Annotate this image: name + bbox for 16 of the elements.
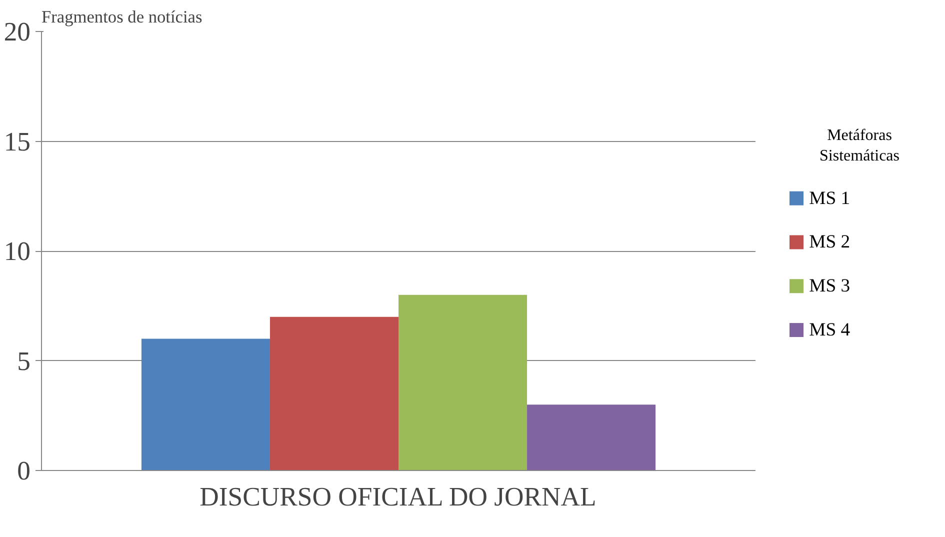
y-tick-label: 10 <box>4 236 30 266</box>
legend-title: Metáforas Sistemáticas <box>820 126 900 164</box>
y-tick-label: 20 <box>4 16 30 46</box>
y-axis-title: Fragmentos de notícias <box>42 8 202 26</box>
bar <box>270 316 398 470</box>
y-tick-label: 5 <box>17 346 30 376</box>
bar <box>141 338 270 470</box>
bar <box>527 404 656 470</box>
y-tick-label: 15 <box>4 126 30 156</box>
y-tick-label: 0 <box>17 456 30 486</box>
bar <box>398 294 528 470</box>
legend-label: MS 1 <box>809 188 850 209</box>
legend-label: MS 4 <box>809 320 851 341</box>
x-tick-label: DISCURSO OFICIAL DO JORNAL <box>200 482 596 512</box>
legend-label: MS 2 <box>809 232 850 253</box>
legend-label: MS 3 <box>809 276 850 297</box>
